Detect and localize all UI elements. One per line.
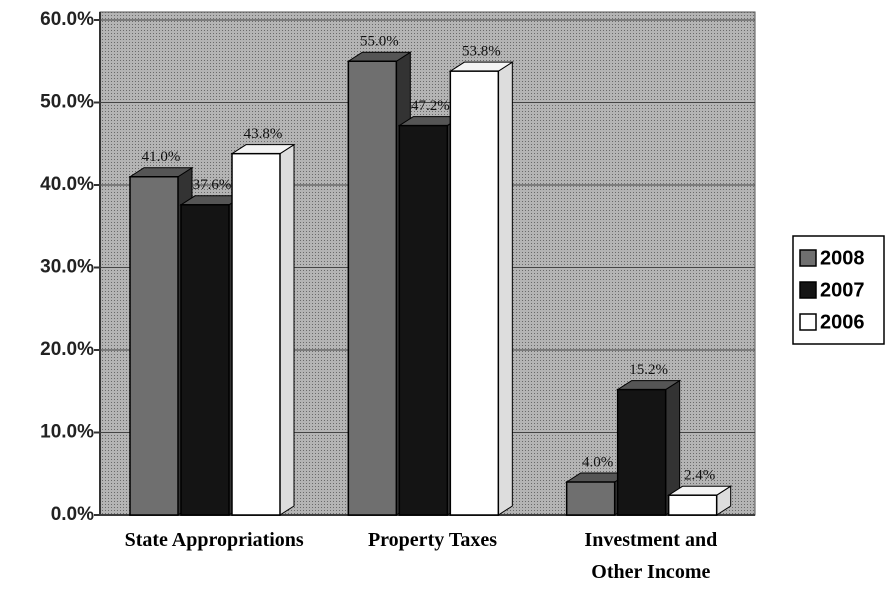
y-tick-label: 60.0% <box>40 9 94 30</box>
y-tick-label: 10.0% <box>40 422 94 443</box>
bar <box>616 388 667 516</box>
bar <box>347 60 398 516</box>
x-tick-label: Investment and Other Income <box>584 529 718 583</box>
bar <box>565 481 616 516</box>
x-tick-label: Property Taxes <box>367 529 498 551</box>
data-label: 15.2% <box>629 362 668 378</box>
data-label: 41.0% <box>142 149 181 165</box>
x-tick-label: State Appropriations <box>124 529 304 551</box>
bar <box>129 176 179 516</box>
bar-side <box>279 143 295 516</box>
data-label: 2.4% <box>684 468 715 484</box>
bar <box>180 204 230 516</box>
bar <box>231 152 281 516</box>
y-tick-label: 30.0% <box>40 257 94 278</box>
legend-label: 2007 <box>820 279 865 301</box>
legend-swatch <box>799 249 817 267</box>
y-tick-label: 20.0% <box>40 339 94 360</box>
legend-label: 2008 <box>820 247 865 269</box>
bar-side <box>497 61 513 516</box>
bar <box>449 70 500 516</box>
bar <box>398 124 449 516</box>
data-label: 43.8% <box>244 126 283 142</box>
data-label: 47.2% <box>411 98 450 114</box>
bar <box>667 494 718 516</box>
legend-swatch <box>799 313 817 331</box>
data-label: 37.6% <box>193 177 232 193</box>
data-label: 55.0% <box>360 34 399 50</box>
y-tick-label: 40.0% <box>40 174 94 195</box>
y-tick-label: 50.0% <box>40 92 94 113</box>
data-label: 4.0% <box>582 454 613 470</box>
legend-label: 2006 <box>820 311 865 333</box>
legend-swatch <box>799 281 817 299</box>
data-label: 53.8% <box>462 44 501 60</box>
y-tick-label: 0.0% <box>51 504 94 525</box>
